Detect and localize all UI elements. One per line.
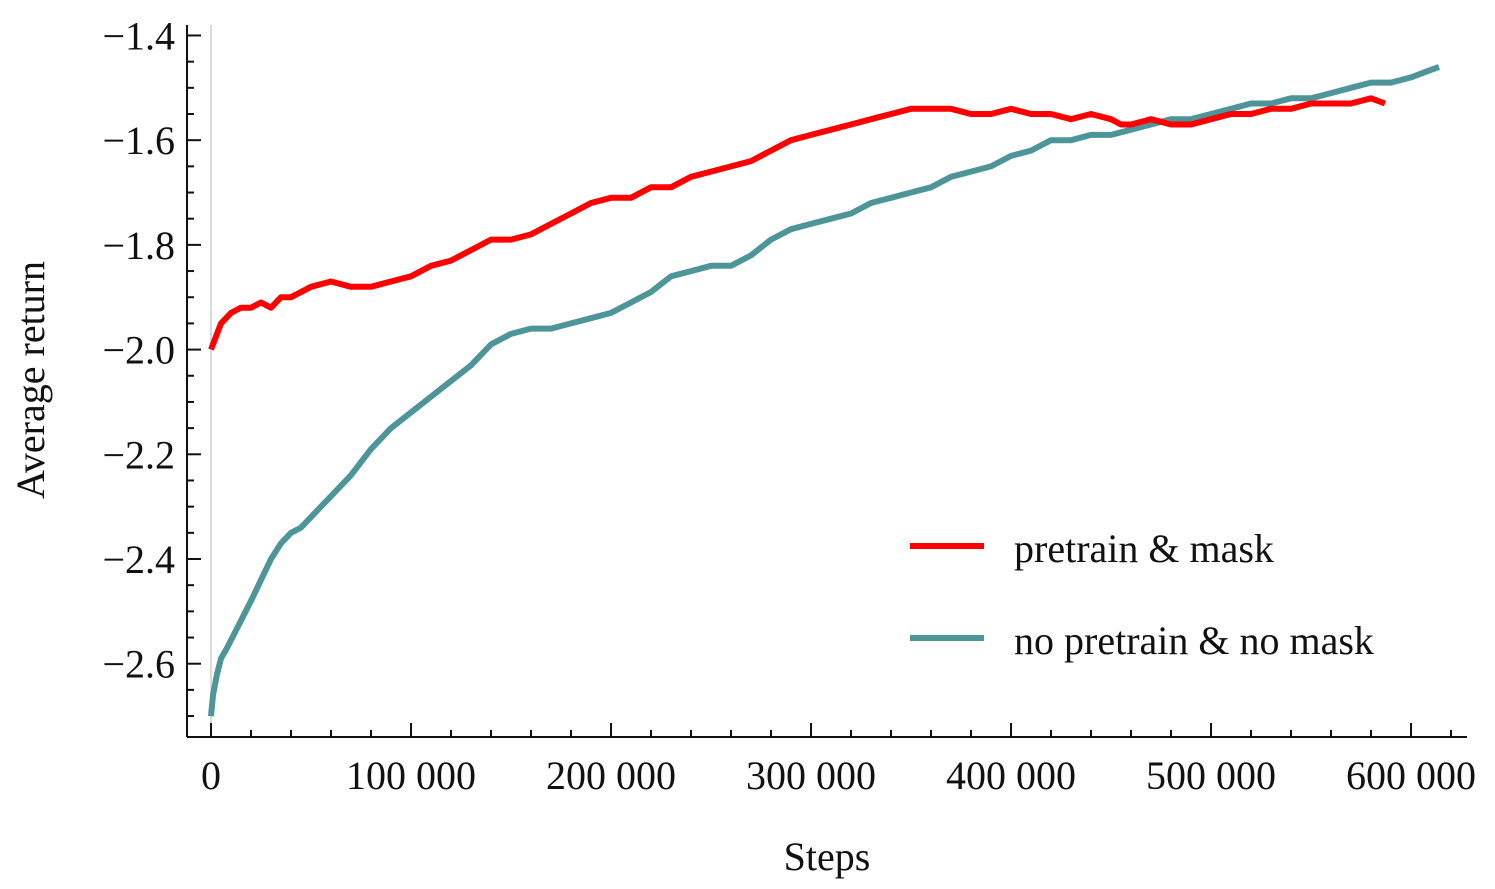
- legend-label-no-pretrain-no-mask: no pretrain & no mask: [1014, 618, 1374, 663]
- x-axis-label: Steps: [784, 834, 871, 879]
- y-tick-label: −2.4: [102, 537, 175, 582]
- series-line-no-pretrain-no-mask: [208, 64, 1441, 717]
- y-tick-label: −2.6: [102, 642, 175, 687]
- y-tick-label: −2.2: [102, 432, 175, 477]
- x-tick-label: 200 000: [546, 753, 676, 798]
- y-tick-label: −2.0: [102, 328, 175, 373]
- x-tick-label: 400 000: [946, 753, 1076, 798]
- legend-label-pretrain-mask: pretrain & mask: [1014, 526, 1274, 571]
- series-line-pretrain-mask: [208, 95, 1387, 351]
- x-tick-label: 0: [201, 753, 221, 798]
- x-tick-label: 100 000: [346, 753, 476, 798]
- legend: pretrain & mask no pretrain & no mask: [910, 526, 1374, 663]
- x-tick-label: 500 000: [1146, 753, 1276, 798]
- x-tick-label: 600 000: [1346, 753, 1476, 798]
- y-tick-label: −1.8: [102, 223, 175, 268]
- y-tick-label: −1.4: [102, 13, 175, 58]
- x-tick-label: 300 000: [746, 753, 876, 798]
- y-tick-label: −1.6: [102, 118, 175, 163]
- y-axis-label: Average return: [8, 261, 53, 499]
